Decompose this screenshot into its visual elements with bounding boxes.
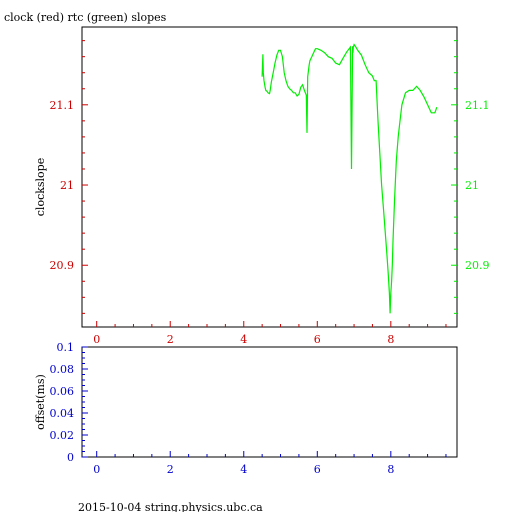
bottom-y-tick-label: 0.02 — [50, 429, 75, 442]
top-plot-frame — [81, 26, 458, 328]
top-y-tick-label-right: 20.9 — [465, 259, 490, 272]
bottom-x-tick-label: 4 — [240, 463, 247, 476]
top-x-tick-label: 6 — [314, 333, 321, 346]
bottom-x-tick-label: 8 — [387, 463, 394, 476]
bottom-y-tick-label: 0.04 — [50, 407, 75, 420]
top-x-tick-label: 8 — [387, 333, 394, 346]
bottom-y-axis-label: offset(ms) — [34, 374, 47, 430]
bottom-plot: 0 2 4 6 8 0 0.02 0.04 0.06 0.08 0.1 offset(ms) — [34, 341, 458, 476]
bottom-x-tick-label: 2 — [167, 463, 174, 476]
bottom-y-tick-label: 0.06 — [50, 385, 75, 398]
top-plot: 0 2 4 6 8 20.9 21 21.1 20.9 21 21.1 clockslope — [34, 26, 490, 346]
bottom-plot-frame — [81, 346, 458, 458]
top-y-axis-label: clockslope — [34, 158, 47, 216]
bottom-y-axis: 0 0.02 0.04 0.06 0.08 0.1 — [50, 341, 88, 464]
top-x-tick-label: 4 — [240, 333, 247, 346]
bottom-x-tick-label: 0 — [93, 463, 100, 476]
top-x-tick-label: 0 — [93, 333, 100, 346]
top-x-tick-label: 2 — [167, 333, 174, 346]
bottom-y-tick-label: 0.1 — [57, 341, 75, 354]
chart-title: clock (red) rtc (green) slopes — [4, 11, 167, 24]
top-y-tick-label-left: 21 — [60, 179, 74, 192]
footer-text: 2015-10-04 string.physics.ubc.ca — [78, 501, 263, 512]
bottom-y-tick-label: 0 — [67, 451, 74, 464]
top-y-tick-label-left: 20.9 — [50, 259, 75, 272]
bottom-x-axis: 0 2 4 6 8 — [93, 451, 447, 476]
bottom-y-tick-label: 0.08 — [50, 363, 75, 376]
bottom-x-tick-label: 6 — [314, 463, 321, 476]
rtc-slope-line — [261, 43, 438, 314]
top-x-axis: 0 2 4 6 8 — [93, 321, 447, 346]
top-y-tick-label-right: 21.1 — [465, 99, 490, 112]
top-series-group — [261, 43, 438, 314]
top-y-tick-label-left: 21.1 — [50, 99, 75, 112]
top-y-axis-left: 20.9 21 21.1 — [50, 40, 88, 314]
top-y-tick-label-right: 21 — [465, 179, 479, 192]
top-y-axis-right: 20.9 21 21.1 — [451, 40, 490, 314]
